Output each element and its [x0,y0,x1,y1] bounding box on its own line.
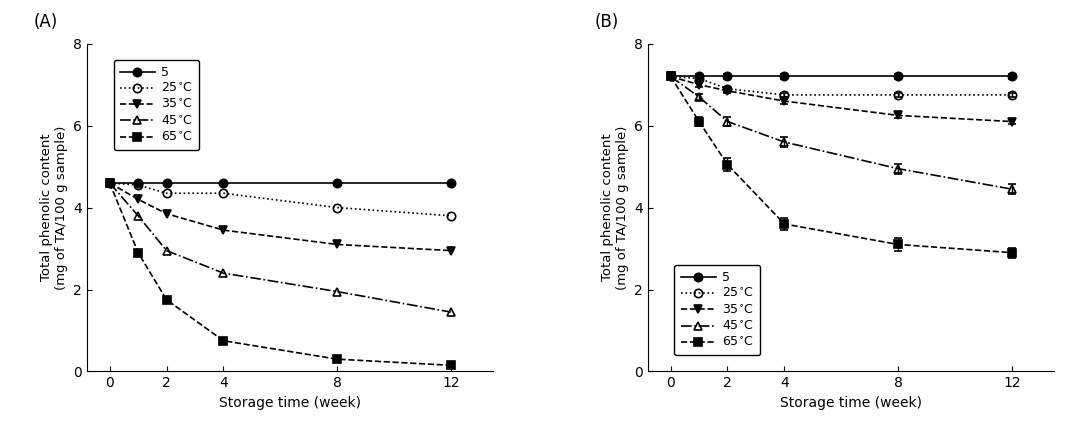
X-axis label: Storage time (week): Storage time (week) [780,396,922,410]
X-axis label: Storage time (week): Storage time (week) [220,396,361,410]
Y-axis label: Total phenolic content
(mg of TA/100 g sample): Total phenolic content (mg of TA/100 g s… [39,125,67,290]
Y-axis label: Total phenolic content
(mg of TA/100 g sample): Total phenolic content (mg of TA/100 g s… [601,125,628,290]
Text: (B): (B) [595,13,620,31]
Legend: 5, 25$\mathregular{^{\circ}C}$, 35$\mathregular{^{\circ}C}$, 45$\mathregular{^{\: 5, 25$\mathregular{^{\circ}C}$, 35$\math… [674,265,760,355]
Text: (A): (A) [34,13,59,31]
Legend: 5, 25$\mathregular{^{\circ}C}$, 35$\mathregular{^{\circ}C}$, 45$\mathregular{^{\: 5, 25$\mathregular{^{\circ}C}$, 35$\math… [113,60,199,150]
